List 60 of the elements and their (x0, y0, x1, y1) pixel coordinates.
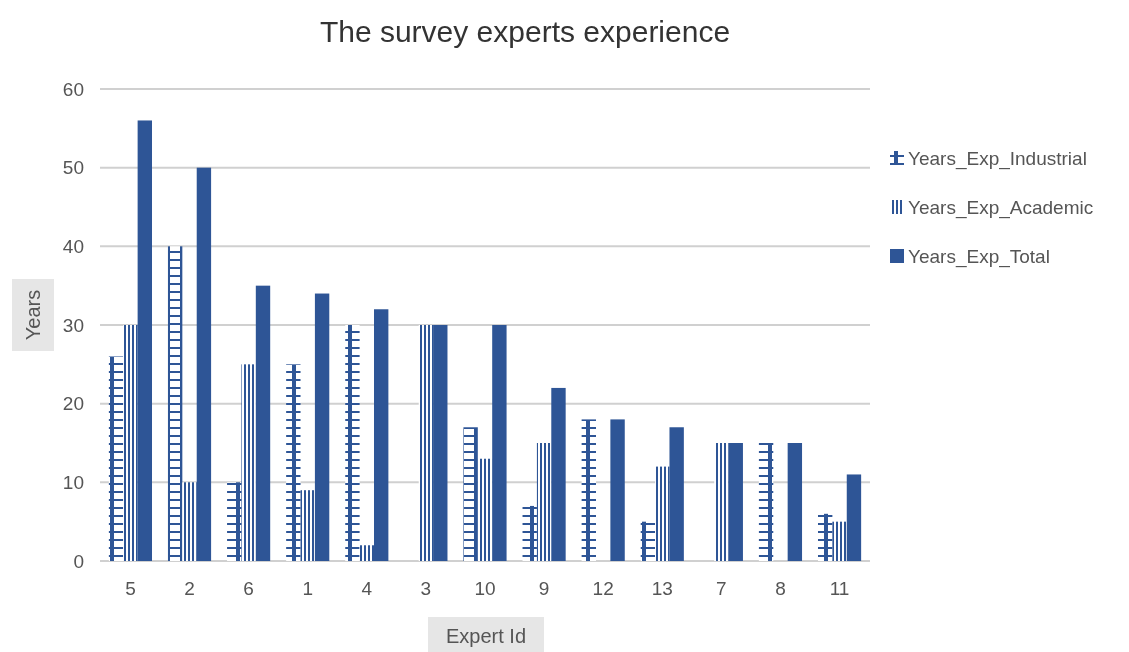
bar (728, 443, 743, 561)
legend-label: Years_Exp_Academic (908, 196, 1094, 219)
chart-title: The survey experts experience (319, 15, 731, 48)
bar (123, 325, 138, 561)
bar (345, 325, 360, 561)
bar (758, 443, 774, 561)
x-axis-title: Expert Id (445, 625, 527, 647)
bar (832, 521, 847, 561)
bar (610, 419, 625, 561)
legend-label: Years_Exp_Industrial (908, 147, 1087, 170)
bar (669, 427, 684, 561)
bar (655, 466, 670, 561)
y-axis-title: Years (22, 289, 44, 341)
bar (846, 474, 862, 561)
y-tick-label: 20 (62, 393, 84, 415)
x-tick-label: 9 (538, 578, 550, 599)
y-tick-label: 10 (62, 471, 84, 493)
x-tick-label: 8 (775, 578, 786, 599)
bar (196, 167, 212, 561)
bar (255, 285, 271, 561)
bar (137, 120, 152, 561)
bar (418, 325, 434, 561)
x-tick-label: 1 (302, 578, 314, 599)
bar (492, 325, 507, 561)
y-tick-label: 40 (62, 235, 84, 257)
x-tick-label: 10 (474, 578, 496, 599)
bar (182, 482, 197, 561)
bar (314, 293, 330, 561)
x-tick-label: 6 (243, 578, 254, 599)
bar (167, 246, 183, 561)
bar (536, 443, 552, 561)
bar (640, 521, 656, 561)
bar (359, 545, 374, 561)
y-tick-label: 0 (73, 550, 84, 572)
bar (714, 443, 729, 561)
bar (818, 513, 833, 561)
bar (522, 505, 537, 561)
x-tick-label: 4 (361, 578, 373, 599)
bar (477, 458, 493, 561)
y-tick-label: 30 (62, 314, 84, 336)
bar (787, 443, 803, 561)
bar (433, 325, 448, 561)
x-tick-label: 3 (420, 578, 432, 599)
x-tick-label: 13 (651, 578, 673, 599)
bar (286, 364, 301, 561)
bar (300, 490, 315, 561)
x-tick-label: 2 (184, 578, 195, 599)
x-tick-label: 5 (125, 578, 136, 599)
bar (227, 482, 242, 561)
bar (463, 427, 478, 561)
legend-label: Years_Exp_Total (908, 245, 1050, 268)
bar (108, 356, 124, 561)
x-tick-label: 11 (829, 578, 850, 599)
x-tick-label: 12 (592, 578, 614, 599)
bar (551, 387, 566, 561)
y-tick-label: 50 (62, 157, 84, 179)
x-tick-label: 7 (716, 578, 727, 599)
bar (374, 309, 389, 561)
y-tick-label: 60 (62, 78, 84, 100)
bar (241, 364, 256, 561)
